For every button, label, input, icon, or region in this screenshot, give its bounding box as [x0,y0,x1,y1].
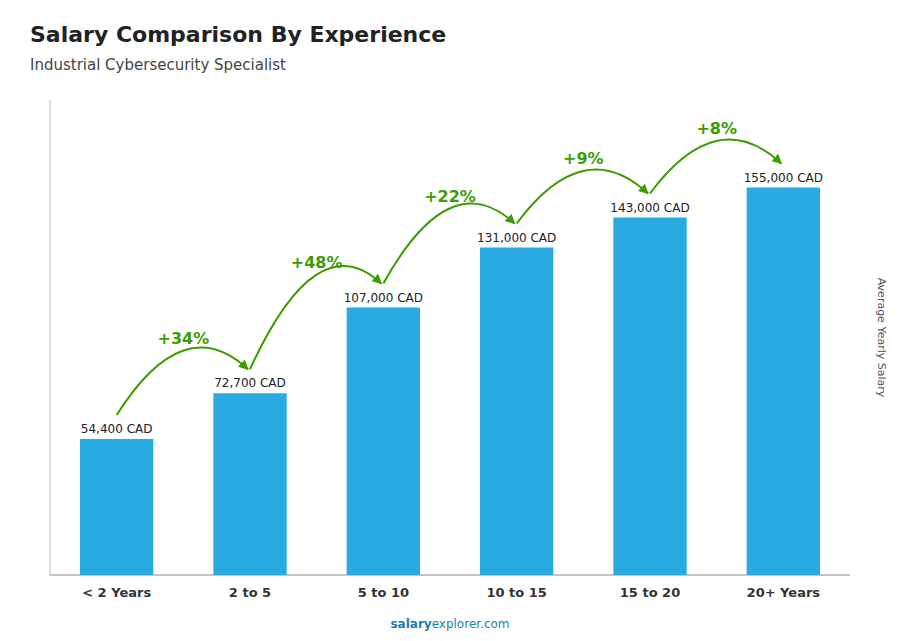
change-label: +9% [563,149,604,168]
x-tick-label: 2 to 5 [229,585,271,600]
data-label: 72,700 CAD [214,376,286,390]
bars [80,188,820,576]
data-label: 107,000 CAD [344,291,423,305]
change-arrow [650,140,781,194]
change-label: +8% [696,119,737,138]
bar [213,393,286,575]
change-arrow [250,266,381,369]
change-label: +48% [291,253,343,272]
change-arrow [383,204,514,284]
change-arrow [117,348,248,415]
x-axis-line [50,575,850,576]
change-arrows [117,140,782,416]
y-axis-line [50,100,51,575]
y-axis-label: Average Yearly Salary [875,278,888,398]
x-tick-label: < 2 Years [82,585,151,600]
bar [80,439,153,575]
change-label: +22% [424,187,476,206]
title: Salary Comparison By Experience [30,22,446,47]
subtitle: Industrial Cybersecurity Specialist [30,56,286,74]
change-arrow [517,170,648,224]
data-label: 54,400 CAD [81,422,153,436]
footer-part: salary [390,617,431,631]
x-tick-label: 10 to 15 [486,585,546,600]
x-tick-label: 15 to 20 [620,585,680,600]
x-tick-label: 20+ Years [747,585,821,600]
chart: Salary Comparison By Experience Industria… [0,0,900,641]
bar [747,188,820,576]
data-label: 155,000 CAD [744,171,823,185]
data-label: 143,000 CAD [610,201,689,215]
footer: salaryexplorer.com [390,617,509,631]
change-label: +34% [157,329,209,348]
data-label: 131,000 CAD [477,231,556,245]
x-tick-label: 5 to 10 [358,585,409,600]
bar [480,248,553,576]
footer-part: explorer.com [432,617,510,631]
bar [347,308,420,576]
bar [613,218,686,576]
